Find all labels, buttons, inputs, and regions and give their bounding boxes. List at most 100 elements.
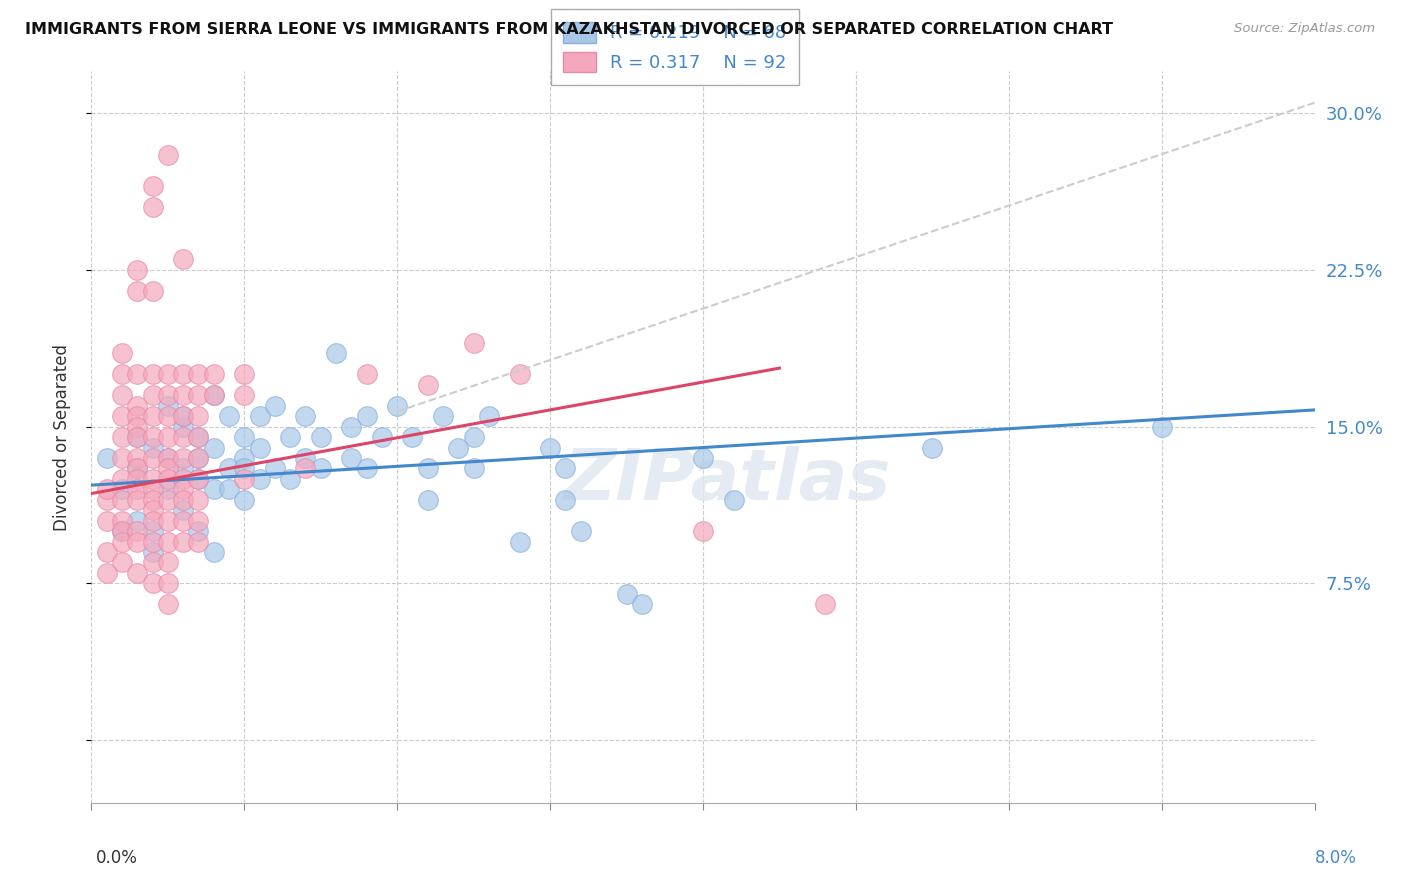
Point (202, 368, 225, 382)
Point (172, 534, 194, 549)
Point (141, 472, 163, 486)
Point (156, 492, 179, 507)
Point (385, 399, 409, 413)
Point (127, 450, 149, 465)
Point (278, 472, 301, 486)
Point (187, 492, 209, 507)
Point (233, 461, 256, 475)
Point (172, 368, 194, 382)
Point (141, 450, 163, 465)
Point (172, 503, 194, 517)
Point (218, 461, 240, 475)
Point (141, 524, 163, 538)
Text: Source: ZipAtlas.com: Source: ZipAtlas.com (1234, 22, 1375, 36)
Point (172, 252, 194, 267)
Point (141, 483, 163, 497)
Point (172, 409, 194, 424)
Point (172, 492, 194, 507)
Point (325, 346, 347, 360)
Point (463, 336, 485, 351)
Point (340, 419, 363, 434)
Point (233, 472, 256, 486)
Text: IMMIGRANTS FROM SIERRA LEONE VS IMMIGRANTS FROM KAZAKHSTAN DIVORCED OR SEPARATED: IMMIGRANTS FROM SIERRA LEONE VS IMMIGRAN… (25, 22, 1114, 37)
Point (187, 524, 209, 538)
Point (127, 566, 149, 580)
Point (264, 461, 287, 475)
Point (111, 492, 134, 507)
Point (127, 263, 149, 277)
Point (111, 450, 134, 465)
Point (127, 430, 149, 444)
Point (156, 514, 179, 528)
Point (111, 388, 134, 402)
Point (156, 409, 179, 424)
Point (111, 346, 134, 360)
Point (141, 503, 163, 517)
Point (127, 409, 149, 424)
Point (233, 368, 256, 382)
Point (111, 483, 134, 497)
Point (233, 450, 256, 465)
Point (356, 461, 378, 475)
Point (127, 534, 149, 549)
Point (156, 388, 179, 402)
Point (111, 524, 134, 538)
Point (141, 284, 163, 298)
Point (141, 545, 163, 559)
Point (156, 461, 179, 475)
Point (156, 430, 179, 444)
Point (814, 597, 837, 611)
Point (554, 492, 576, 507)
Point (309, 430, 332, 444)
Point (141, 409, 163, 424)
Point (187, 450, 209, 465)
Point (111, 524, 134, 538)
Point (447, 441, 470, 455)
Point (416, 461, 439, 475)
Point (172, 483, 194, 497)
Point (309, 461, 332, 475)
Point (278, 430, 301, 444)
Point (202, 388, 225, 402)
Point (156, 576, 179, 591)
Point (723, 492, 745, 507)
Point (127, 461, 149, 475)
Y-axis label: Divorced or Separated: Divorced or Separated (52, 343, 70, 531)
Point (96, 450, 118, 465)
Point (111, 368, 134, 382)
Point (202, 441, 225, 455)
Point (371, 430, 394, 444)
Text: 8.0%: 8.0% (1315, 849, 1357, 867)
Point (478, 409, 501, 424)
Point (416, 377, 439, 392)
Point (202, 483, 225, 497)
Point (264, 399, 287, 413)
Point (416, 492, 439, 507)
Point (127, 419, 149, 434)
Point (249, 441, 271, 455)
Point (218, 483, 240, 497)
Point (692, 450, 714, 465)
Point (294, 409, 316, 424)
Point (172, 409, 194, 424)
Point (141, 179, 163, 194)
Point (127, 430, 149, 444)
Point (233, 492, 256, 507)
Point (172, 430, 194, 444)
Point (127, 284, 149, 298)
Point (509, 368, 531, 382)
Point (202, 388, 225, 402)
Text: 0.0%: 0.0% (96, 849, 138, 867)
Point (111, 556, 134, 570)
Point (96, 514, 118, 528)
Point (156, 450, 179, 465)
Point (294, 450, 316, 465)
Point (96, 492, 118, 507)
Point (96, 483, 118, 497)
Point (340, 450, 363, 465)
Point (111, 430, 134, 444)
Point (187, 430, 209, 444)
Point (569, 524, 592, 538)
Point (127, 514, 149, 528)
Point (432, 409, 454, 424)
